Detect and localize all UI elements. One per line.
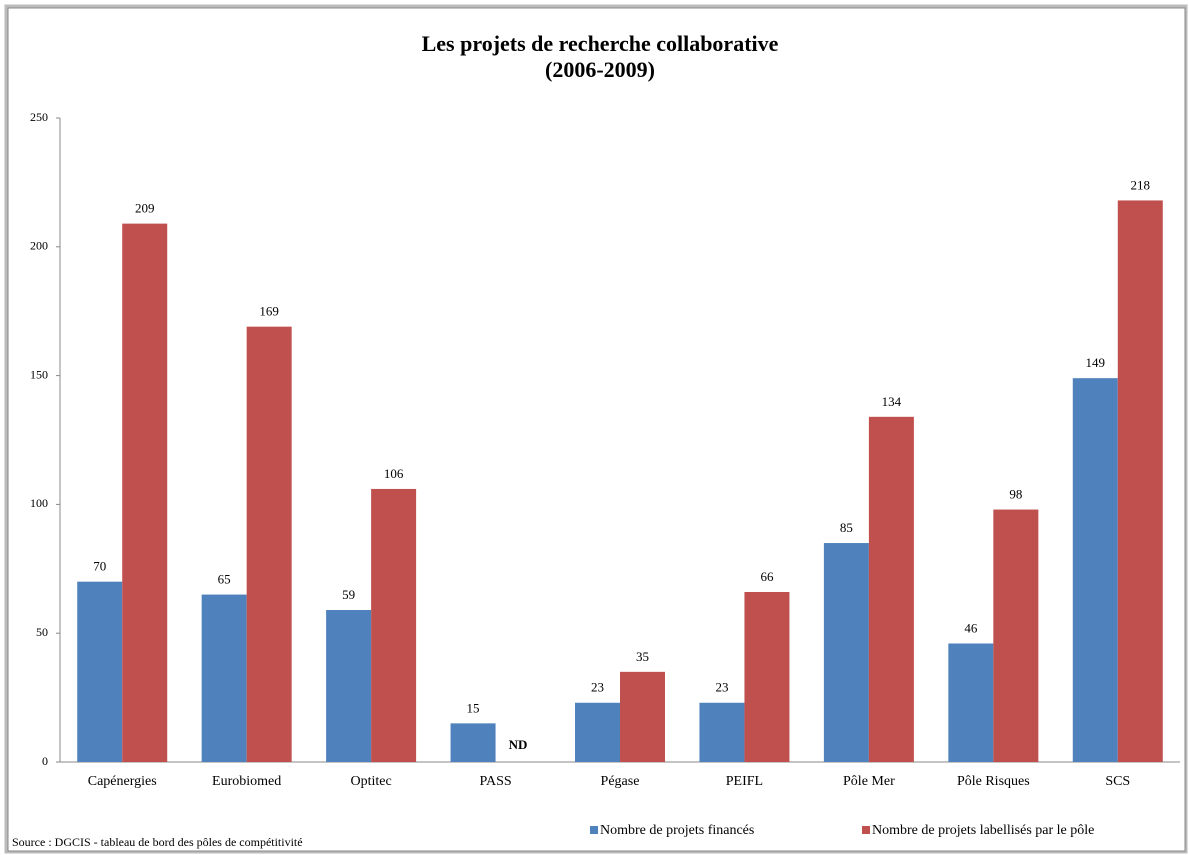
y-tick-label: 200 — [30, 239, 48, 253]
source: Source : DGCIS - tableau de bord des pôl… — [12, 835, 303, 849]
bar — [371, 488, 417, 762]
x-tick-label: Pôle Risques — [957, 774, 1030, 789]
data-label: 66 — [760, 569, 774, 584]
x-tick-label: Capénergies — [88, 774, 157, 789]
y-tick-label: 100 — [30, 496, 48, 510]
data-label: 23 — [591, 680, 604, 695]
data-label: 65 — [218, 572, 231, 587]
bar — [868, 416, 914, 762]
x-tick-label: PASS — [479, 774, 511, 789]
y-tick-label: 0 — [42, 754, 48, 768]
bar — [1117, 200, 1163, 762]
x-tick-label: Pôle Mer — [843, 774, 895, 789]
data-label: 15 — [467, 700, 480, 715]
data-label: 134 — [882, 394, 902, 409]
y-tick-label: 250 — [30, 110, 48, 124]
bar — [77, 581, 123, 762]
bar — [201, 594, 247, 762]
bar — [993, 509, 1039, 762]
frame — [7, 7, 1186, 852]
x-tick-label: Pégase — [601, 774, 640, 789]
bar — [823, 543, 869, 762]
bar — [948, 643, 994, 762]
legend-swatch — [590, 826, 598, 834]
chart-subtitle: (2006-2009) — [545, 57, 655, 82]
data-label: 70 — [93, 559, 106, 574]
x-tick-label: Optitec — [351, 774, 392, 789]
bar — [620, 671, 665, 762]
data-label: 169 — [259, 304, 279, 319]
y-tick-label: 50 — [36, 625, 48, 639]
legend-label: Nombre de projets labellisés par le pôle — [872, 823, 1094, 838]
bar — [575, 702, 620, 762]
data-label: ND — [509, 737, 528, 752]
x-tick-label: PEIFL — [726, 774, 763, 789]
data-label: 98 — [1009, 487, 1022, 502]
data-label: 46 — [964, 620, 978, 635]
bar — [246, 326, 292, 762]
frame-shadow — [4, 4, 1188, 854]
data-label: 209 — [135, 201, 155, 216]
data-label: 23 — [715, 680, 728, 695]
legend-swatch — [862, 826, 870, 834]
data-label: 106 — [384, 466, 404, 481]
data-label: 35 — [636, 649, 649, 664]
y-tick-label: 150 — [30, 367, 48, 381]
data-label: 59 — [342, 587, 355, 602]
bar — [450, 723, 496, 762]
legend-label: Nombre de projets financés — [600, 823, 754, 838]
bar — [326, 610, 372, 762]
x-tick-label: SCS — [1105, 774, 1130, 789]
bar — [122, 223, 168, 763]
data-label: 85 — [840, 520, 853, 535]
data-label: 149 — [1086, 355, 1106, 370]
bar — [699, 702, 745, 762]
chart-title: Les projets de recherche collaborative — [422, 31, 779, 56]
data-label: 218 — [1131, 177, 1151, 192]
bar — [744, 591, 790, 762]
x-tick-label: Eurobiomed — [212, 774, 281, 789]
bar — [1072, 378, 1118, 762]
